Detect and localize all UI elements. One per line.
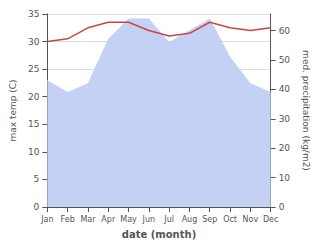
svg-text:35: 35 xyxy=(28,9,39,19)
svg-text:Dec: Dec xyxy=(263,215,278,224)
svg-text:Nov: Nov xyxy=(243,215,259,224)
svg-text:Mar: Mar xyxy=(80,215,96,224)
svg-text:20: 20 xyxy=(28,92,40,102)
svg-text:15: 15 xyxy=(28,119,39,129)
svg-text:10: 10 xyxy=(28,147,40,157)
svg-text:Oct: Oct xyxy=(223,215,237,224)
svg-text:Jul: Jul xyxy=(163,215,174,224)
svg-text:5: 5 xyxy=(34,174,40,184)
svg-text:30: 30 xyxy=(279,114,291,124)
svg-text:0: 0 xyxy=(279,202,285,212)
svg-text:Apr: Apr xyxy=(101,215,116,224)
svg-text:60: 60 xyxy=(279,26,291,36)
svg-text:max temp (C): max temp (C) xyxy=(8,79,18,141)
svg-text:50: 50 xyxy=(279,55,291,65)
svg-text:May: May xyxy=(120,215,137,224)
svg-text:20: 20 xyxy=(279,143,291,153)
svg-text:25: 25 xyxy=(28,64,39,74)
svg-text:Jan: Jan xyxy=(40,215,53,224)
svg-text:10: 10 xyxy=(279,173,291,183)
svg-text:30: 30 xyxy=(28,37,40,47)
svg-text:Sep: Sep xyxy=(202,215,217,224)
svg-text:Aug: Aug xyxy=(182,215,198,224)
svg-text:Jun: Jun xyxy=(142,215,156,224)
svg-text:med. precipitation (kg/m2): med. precipitation (kg/m2) xyxy=(301,50,311,171)
svg-text:date (month): date (month) xyxy=(122,229,196,240)
svg-text:Feb: Feb xyxy=(61,215,75,224)
svg-text:40: 40 xyxy=(279,84,291,94)
svg-text:0: 0 xyxy=(34,202,40,212)
